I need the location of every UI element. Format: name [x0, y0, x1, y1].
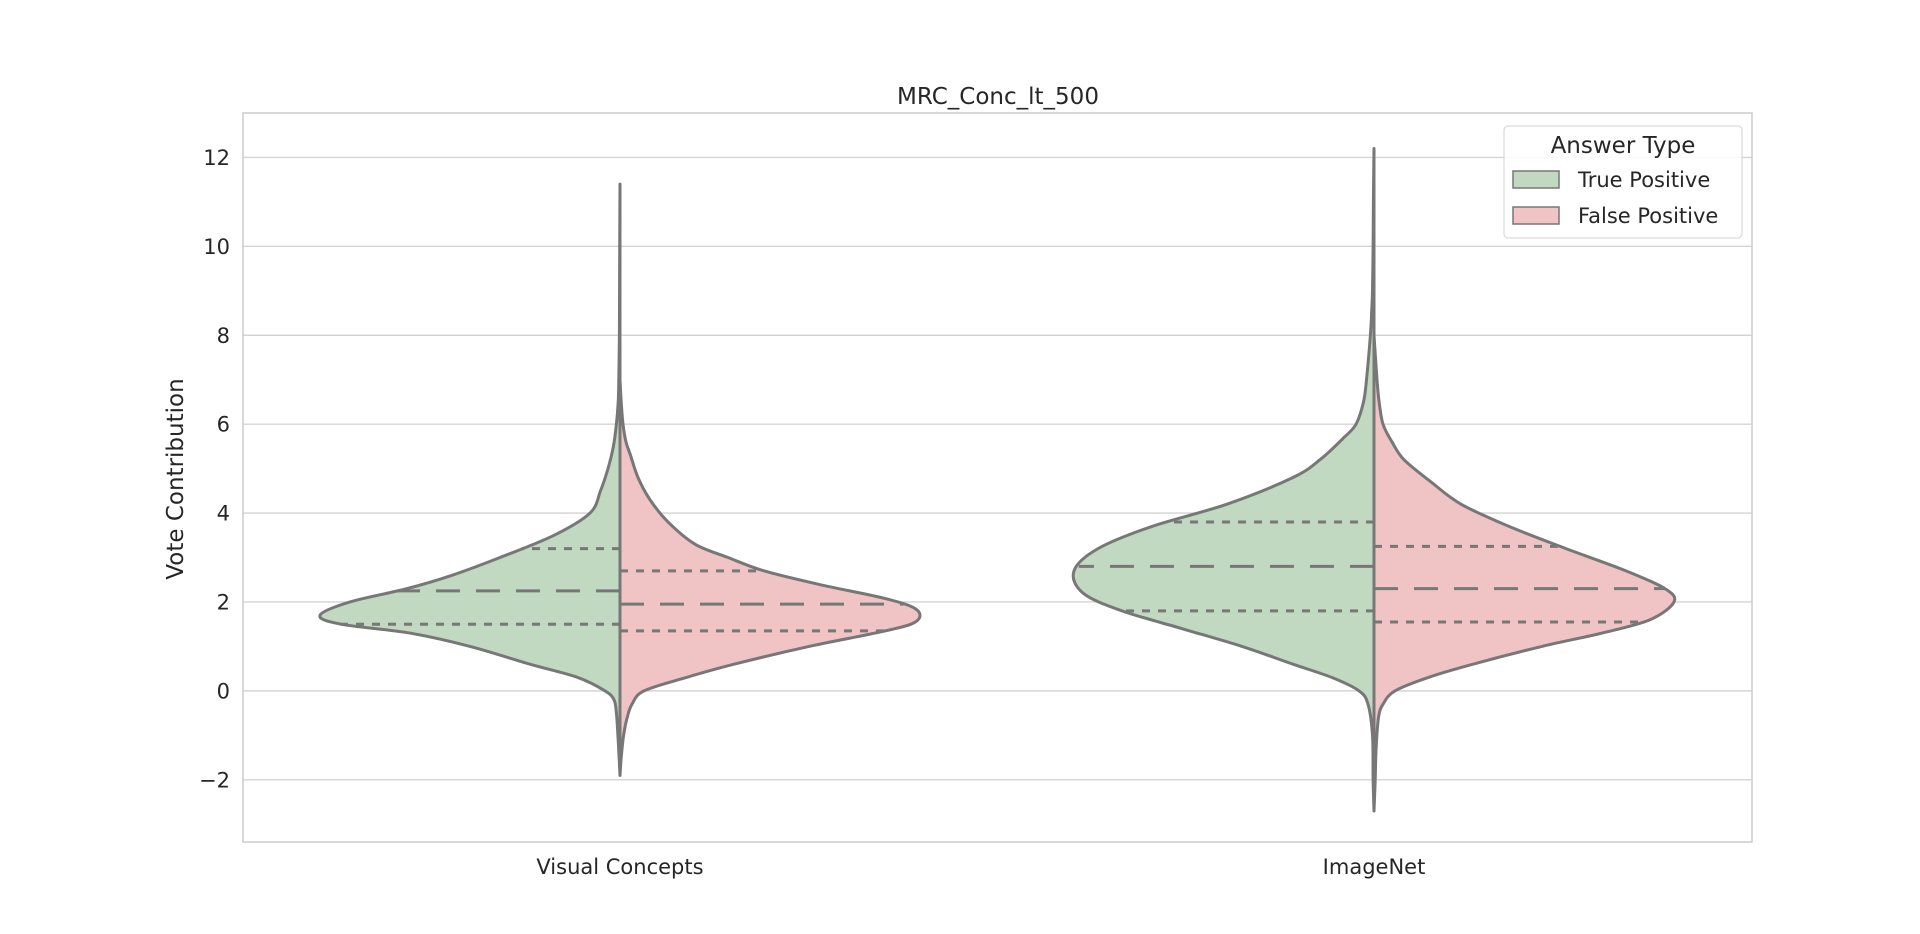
y-tick-label: 10 [203, 235, 230, 259]
y-tick-label: 6 [217, 413, 230, 437]
legend-entry-false-positive: False Positive [1512, 204, 1718, 228]
legend-swatch-false-positive [1512, 206, 1560, 225]
y-tick-label: 0 [217, 679, 230, 703]
legend-entry-true-positive: True Positive [1512, 168, 1710, 192]
legend-swatch-true-positive [1512, 170, 1560, 189]
x-tick-label: Visual Concepts [536, 855, 703, 879]
violin-imagenet-false-positive [1372, 333, 1677, 813]
legend-frame [1503, 125, 1743, 239]
x-tick-labels: Visual Concepts ImageNet [536, 855, 1425, 879]
plot-background [243, 113, 1752, 842]
violin-visual-concepts-false-positive [618, 378, 922, 777]
legend: Answer Type True Positive False Positive [1503, 125, 1743, 239]
y-tick-labels: −2 0 2 4 6 8 10 12 [199, 146, 230, 792]
quartile-lines [341, 520, 1665, 633]
y-tick-label: −2 [199, 768, 230, 792]
plot-frame [242, 112, 1753, 843]
legend-title: Answer Type [1551, 133, 1696, 159]
y-axis-label: Vote Contribution [163, 378, 189, 579]
chart-title: MRC_Conc_lt_500 [897, 84, 1099, 110]
y-tick-label: 12 [203, 146, 230, 170]
y-tick-label: 2 [217, 590, 230, 614]
x-tick-label: ImageNet [1323, 855, 1426, 879]
violin-layer [318, 147, 1677, 813]
y-tick-label: 4 [217, 502, 230, 526]
violin-imagenet-true-positive [1071, 147, 1376, 813]
legend-label-true-positive: True Positive [1577, 168, 1710, 192]
y-tick-label: 8 [217, 324, 230, 348]
legend-label-false-positive: False Positive [1578, 204, 1718, 228]
